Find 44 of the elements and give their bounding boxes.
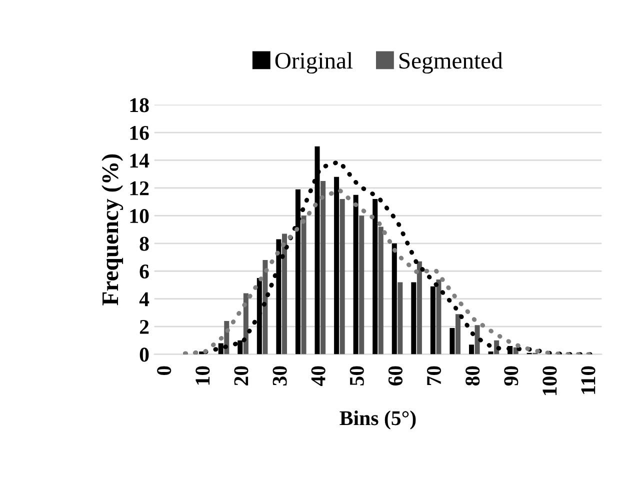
legend-label: Original bbox=[275, 52, 353, 74]
bar bbox=[334, 176, 340, 354]
bar bbox=[340, 199, 345, 354]
x-tick-label: 0 bbox=[157, 366, 172, 376]
bar bbox=[301, 216, 306, 354]
x-tick-label: 110 bbox=[581, 366, 596, 394]
x-tick-label: 50 bbox=[350, 366, 364, 386]
x-tick-label: 70 bbox=[426, 366, 442, 386]
y-tick-label: 2 bbox=[140, 320, 149, 334]
bar bbox=[320, 181, 326, 354]
bar bbox=[416, 261, 422, 354]
x-tick-label: 40 bbox=[311, 366, 326, 386]
y-tick-label: 18 bbox=[130, 98, 149, 112]
y-axis-title: Frequency (%) bbox=[102, 154, 124, 306]
y-tick-label: 4 bbox=[139, 292, 150, 306]
bar bbox=[474, 325, 480, 354]
bar bbox=[469, 344, 474, 354]
legend-label: Segmented bbox=[400, 52, 503, 74]
bar bbox=[450, 328, 455, 354]
x-tick-label: 80 bbox=[466, 366, 480, 386]
bar bbox=[353, 194, 358, 354]
y-tick-label: 16 bbox=[130, 126, 149, 140]
y-tick-label: 0 bbox=[140, 348, 149, 362]
x-tick-label: 10 bbox=[196, 366, 210, 385]
bar bbox=[359, 216, 364, 354]
bar bbox=[262, 260, 268, 354]
bar bbox=[378, 226, 384, 354]
x-axis-title: Bins (5°) bbox=[340, 410, 416, 430]
x-tick-label: 100 bbox=[542, 366, 557, 395]
y-tick-label: 12 bbox=[130, 181, 149, 196]
x-tick-label: 60 bbox=[388, 366, 402, 386]
bar bbox=[282, 234, 287, 354]
bar bbox=[392, 243, 397, 354]
bar bbox=[456, 314, 461, 354]
y-tick-label: 14 bbox=[130, 154, 150, 168]
x-tick-label: 20 bbox=[234, 366, 248, 386]
y-tick-label: 6 bbox=[140, 264, 149, 279]
x-tick-label: 90 bbox=[504, 366, 518, 386]
y-tick-label: 8 bbox=[140, 236, 149, 251]
bar bbox=[411, 282, 416, 354]
bar bbox=[436, 279, 442, 354]
bar bbox=[398, 282, 403, 354]
x-tick-label: 30 bbox=[272, 366, 287, 386]
y-tick-label: 10 bbox=[130, 209, 149, 224]
